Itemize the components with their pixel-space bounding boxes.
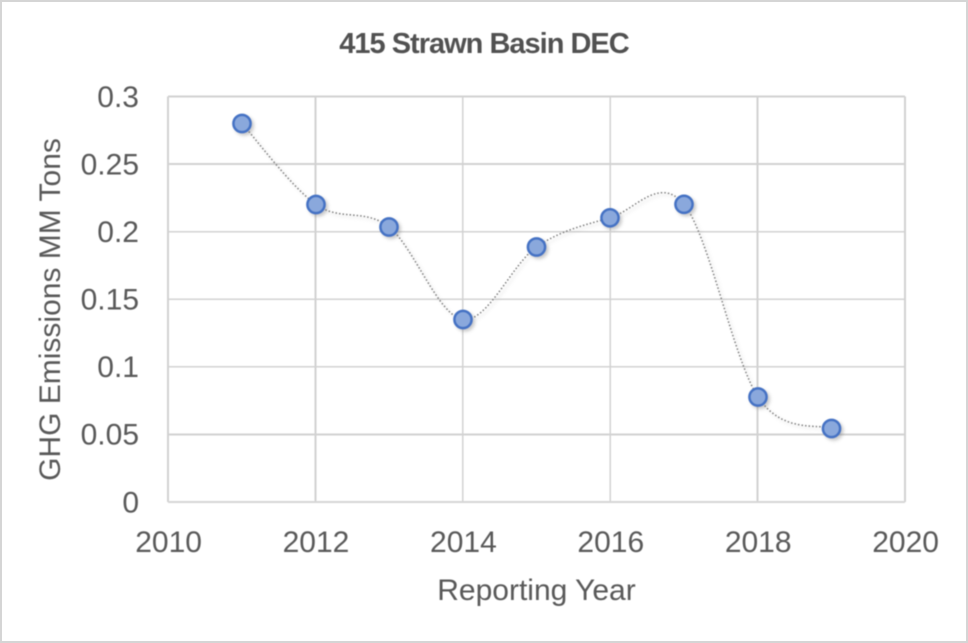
svg-text:2016: 2016 xyxy=(577,526,644,559)
svg-text:2020: 2020 xyxy=(872,526,939,559)
svg-text:0.05: 0.05 xyxy=(81,419,139,452)
svg-text:Reporting Year: Reporting Year xyxy=(437,574,636,607)
svg-text:0.15: 0.15 xyxy=(81,284,139,317)
svg-text:2012: 2012 xyxy=(283,526,350,559)
svg-text:0.25: 0.25 xyxy=(81,148,139,181)
svg-text:2018: 2018 xyxy=(725,526,792,559)
svg-text:415 Strawn Basin DEC: 415 Strawn Basin DEC xyxy=(339,28,629,60)
svg-text:2014: 2014 xyxy=(430,526,497,559)
svg-text:0: 0 xyxy=(122,486,139,519)
svg-text:GHG Emissions MM Tons: GHG Emissions MM Tons xyxy=(34,138,67,481)
svg-text:0.1: 0.1 xyxy=(97,351,139,384)
svg-text:0.2: 0.2 xyxy=(97,216,139,249)
svg-text:0.3: 0.3 xyxy=(97,81,139,114)
svg-text:2010: 2010 xyxy=(135,526,202,559)
